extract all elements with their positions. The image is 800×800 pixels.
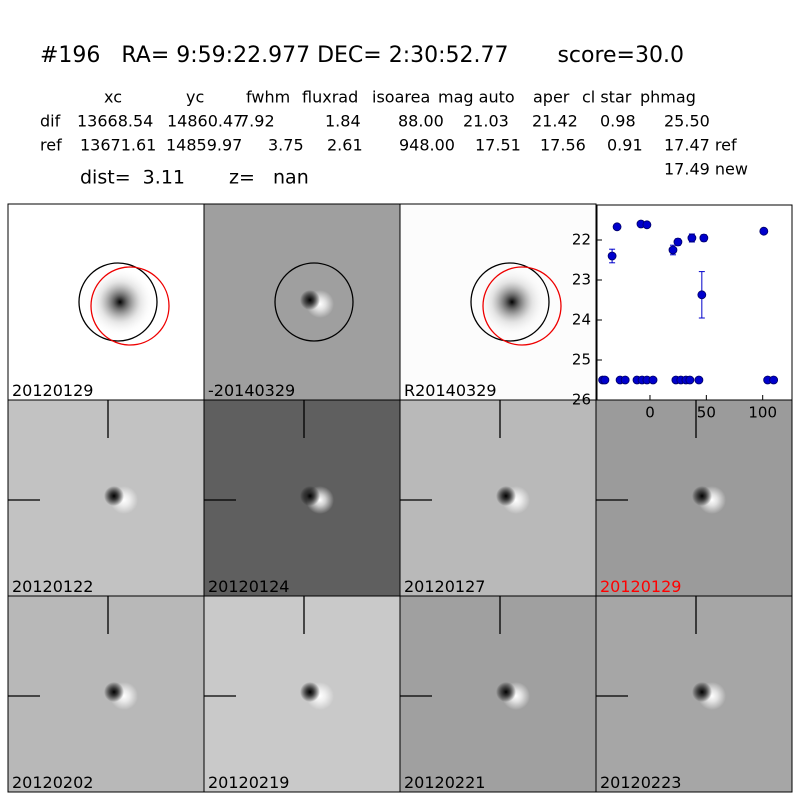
x-tick-label: 0 <box>645 404 655 422</box>
point <box>769 375 779 385</box>
residual-dark <box>496 486 516 506</box>
residual-dark <box>692 486 712 506</box>
residual-dark <box>300 290 320 310</box>
aperture-new <box>90 266 170 346</box>
stamp-label: 20120129 <box>12 381 93 400</box>
point <box>694 375 704 385</box>
point <box>607 251 617 261</box>
y-tick-label: 24 <box>572 311 591 329</box>
column-header: cl star <box>582 88 632 107</box>
point <box>648 375 658 385</box>
table-cell: 7.92 <box>239 112 275 131</box>
stamp-label: 20120202 <box>12 773 93 792</box>
table-cell: 948.00 <box>399 136 455 155</box>
row-label: dif <box>40 112 61 131</box>
stamp-label: 20120122 <box>12 577 93 596</box>
residual-dark <box>496 682 516 702</box>
point <box>612 222 622 232</box>
table-cell: 17.47 ref <box>664 136 737 155</box>
point <box>699 233 709 243</box>
y-tick-label: 23 <box>572 271 591 289</box>
table-cell: 13668.54 <box>77 112 153 131</box>
point <box>620 375 630 385</box>
column-header: mag auto <box>438 88 515 107</box>
aperture-ref <box>274 262 354 342</box>
aperture-ref <box>470 262 550 342</box>
x-tick-label: 100 <box>748 404 777 422</box>
x-tick-label: 50 <box>697 404 716 422</box>
dist: dist= 3.11 <box>80 167 185 189</box>
table-cell: 1.84 <box>325 112 361 131</box>
stamp-label: R20140329 <box>404 381 497 400</box>
table-cell: 21.42 <box>532 112 578 131</box>
stamp-label: 20120219 <box>208 773 289 792</box>
table-cell: 0.91 <box>607 136 643 155</box>
y-tick-label: 22 <box>572 231 591 249</box>
stamp-label: -20140329 <box>208 381 295 400</box>
point <box>600 375 610 385</box>
star-halo <box>478 268 546 336</box>
aperture-new <box>482 266 562 346</box>
stamp-label: 20120221 <box>404 773 485 792</box>
residual-dark <box>104 486 124 506</box>
table-cell: 14860.47 <box>167 112 243 131</box>
stamp-label: 20120129 <box>600 577 681 596</box>
column-header: isoarea <box>372 88 430 107</box>
point <box>668 245 678 255</box>
table-cell: 88.00 <box>398 112 444 131</box>
table-cell: 2.61 <box>327 136 363 155</box>
y-tick-label: 25 <box>572 351 591 369</box>
column-header: fwhm <box>246 88 290 107</box>
column-header: yc <box>186 88 204 107</box>
point <box>642 220 652 230</box>
y-tick-label: 26 <box>572 391 591 409</box>
residual-dark <box>692 682 712 702</box>
z: z= nan <box>229 167 309 189</box>
table-cell: 14859.97 <box>166 136 242 155</box>
row-label: ref <box>40 136 62 155</box>
table-cell: 13671.61 <box>80 136 156 155</box>
point <box>697 290 707 300</box>
residual-dark <box>300 682 320 702</box>
point <box>759 226 769 236</box>
table-cell: 0.98 <box>600 112 636 131</box>
aperture-ref <box>78 262 158 342</box>
table-cell: 17.56 <box>540 136 586 155</box>
stamp-label: 20120223 <box>600 773 681 792</box>
table-cell: 3.75 <box>268 136 304 155</box>
column-header: xc <box>104 88 122 107</box>
star-halo <box>86 268 154 336</box>
table-cell: 21.03 <box>463 112 509 131</box>
column-header: phmag <box>640 88 696 107</box>
point <box>673 237 683 247</box>
title: #196 RA= 9:59:22.977 DEC= 2:30:52.77 sco… <box>40 43 684 68</box>
residual-dark <box>300 486 320 506</box>
column-header: aper <box>533 88 570 107</box>
column-header: fluxrad <box>302 88 358 107</box>
table-cell: 17.51 <box>475 136 521 155</box>
stamp-label: 20120127 <box>404 577 485 596</box>
stamp-border <box>595 595 793 793</box>
point <box>685 375 695 385</box>
extra-mag: 17.49 new <box>664 160 748 179</box>
stamp-label: 20120124 <box>208 577 289 596</box>
table-cell: 25.50 <box>664 112 710 131</box>
residual-dark <box>104 682 124 702</box>
point <box>687 233 697 243</box>
